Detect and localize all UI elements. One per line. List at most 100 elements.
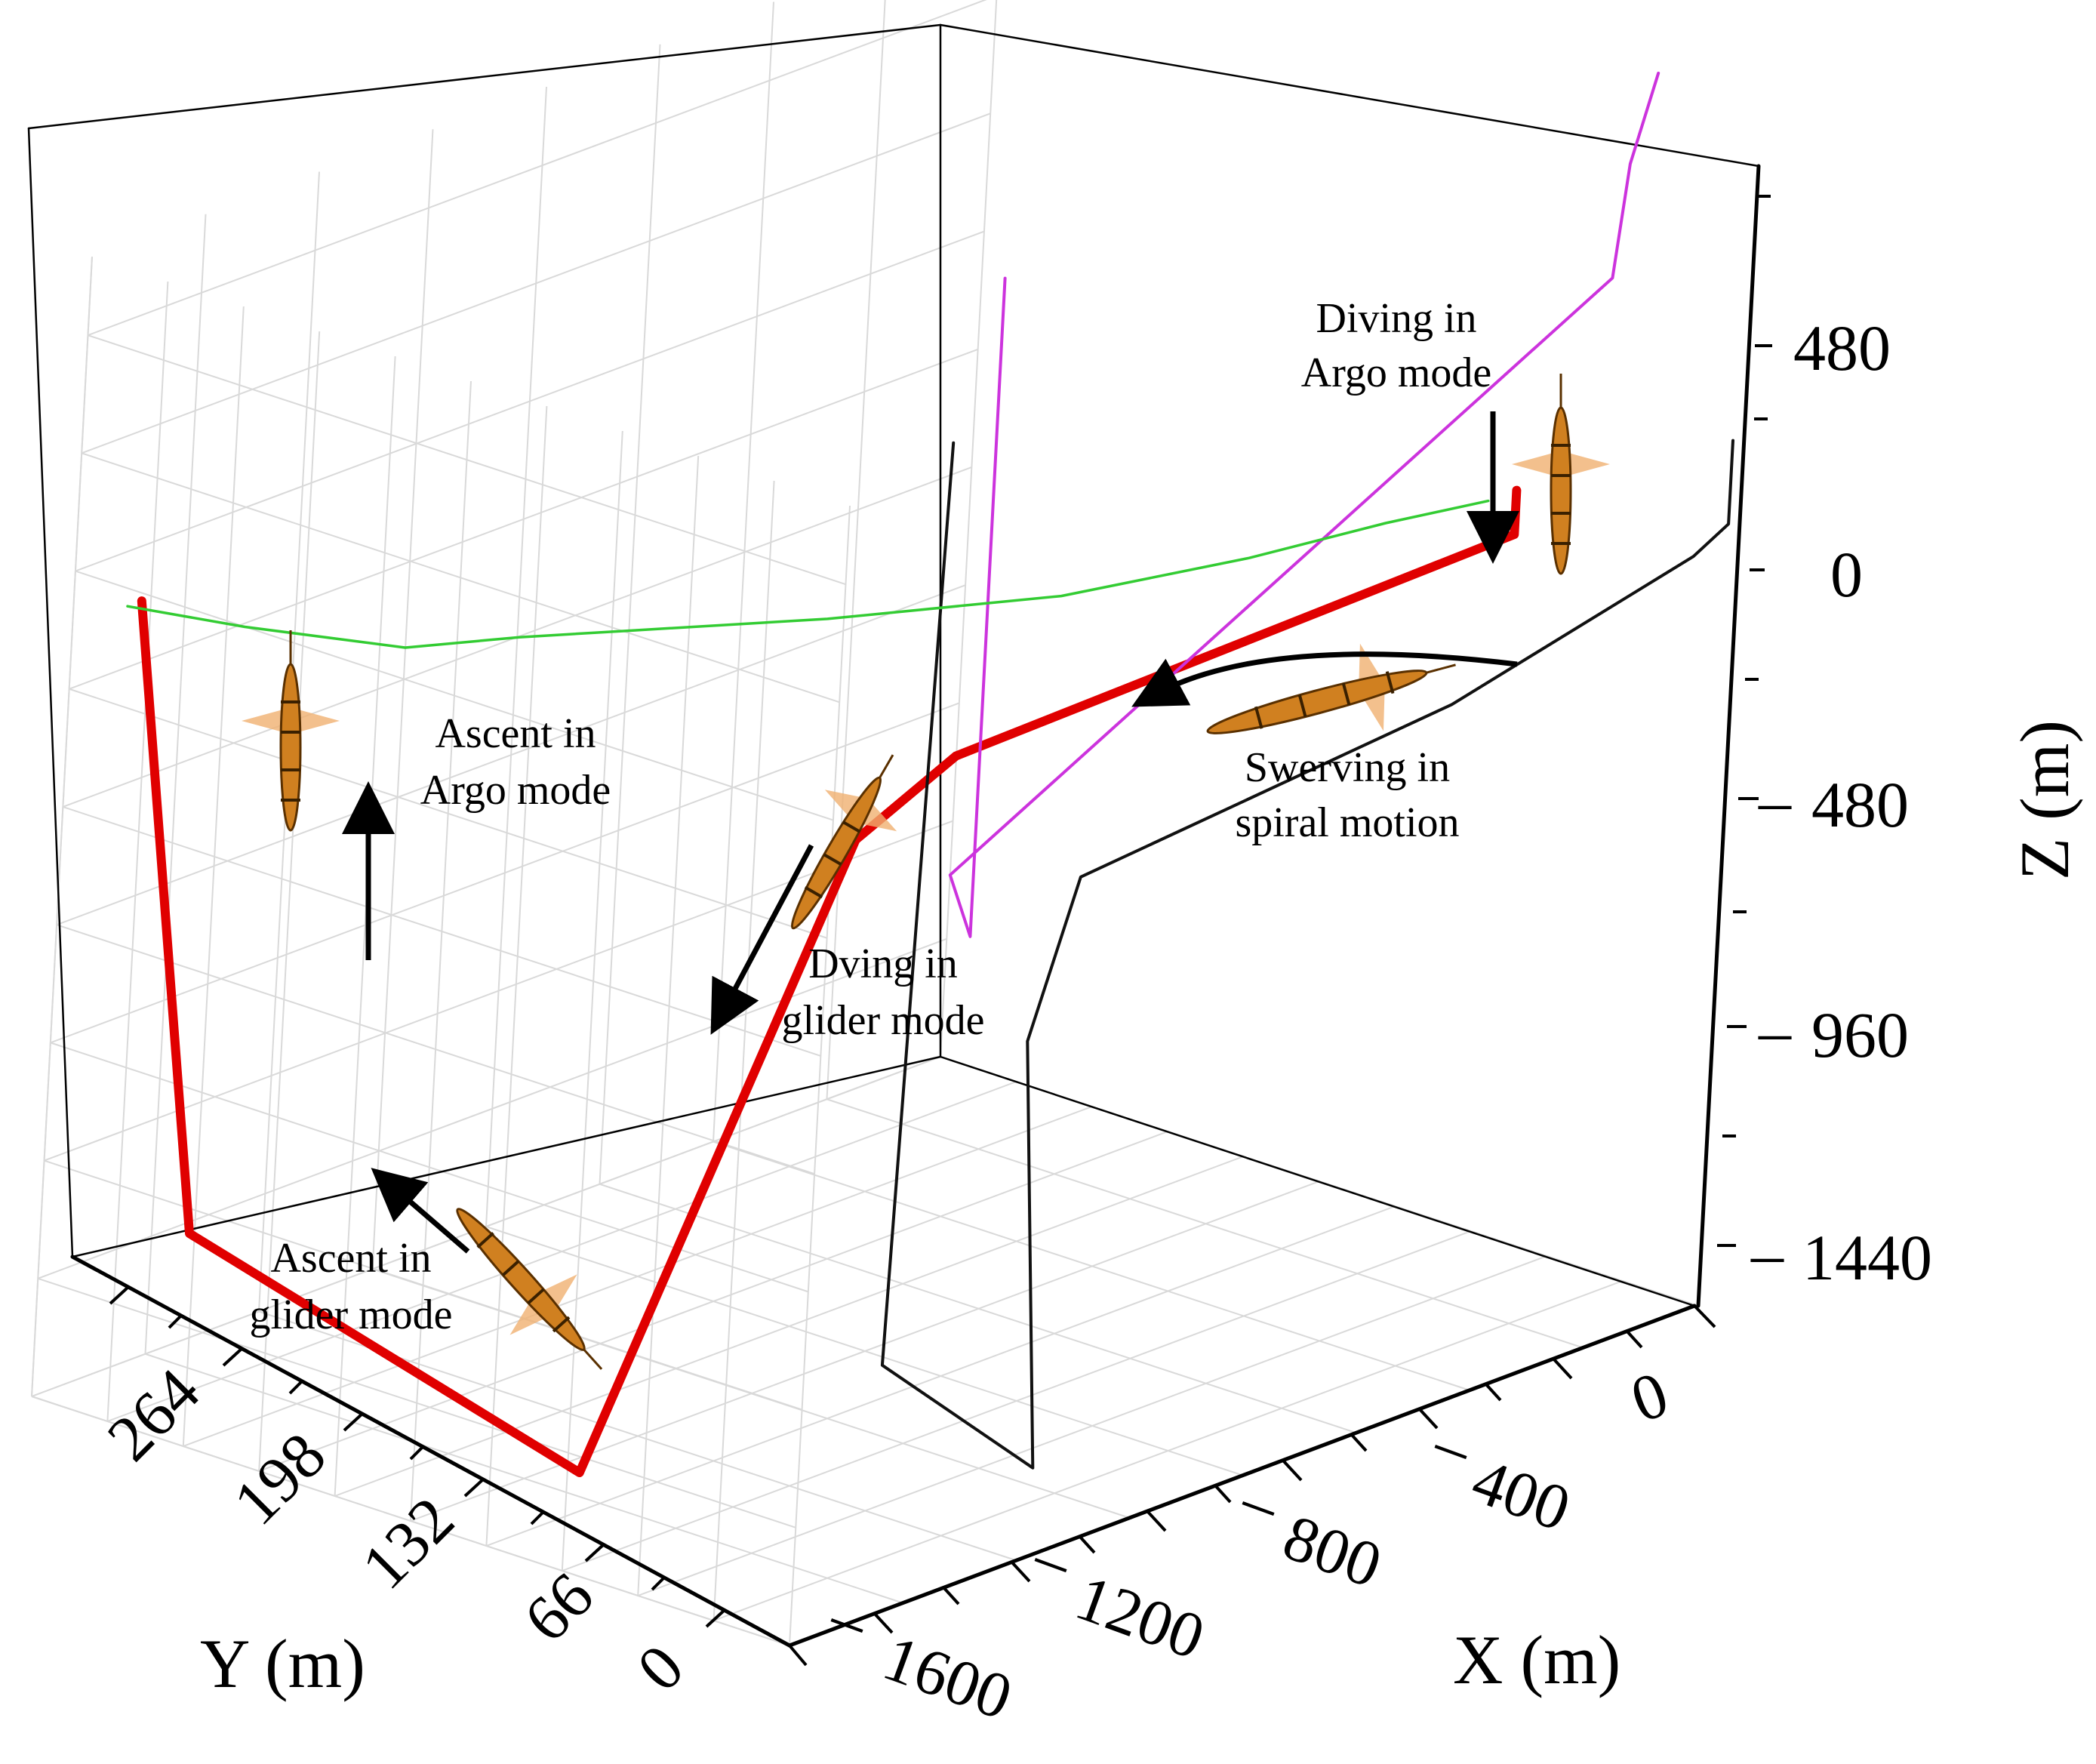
- grid-line: [334, 356, 396, 1497]
- z-tick-label: 480: [1811, 768, 1909, 841]
- glider-ascent-glider-icon: [456, 1208, 603, 1370]
- grid-line: [107, 1081, 1017, 1422]
- grid-line: [75, 570, 834, 821]
- y-tick-label: 132: [348, 1482, 468, 1602]
- grid-line: [88, 334, 846, 586]
- grid-line: [69, 688, 827, 939]
- grid-line: [50, 702, 960, 1044]
- grid-line: [44, 1159, 802, 1411]
- box-floor-back-right: [939, 1055, 1696, 1307]
- x-tick-label-minus: –: [1025, 1519, 1082, 1599]
- annotation-arrows: [342, 411, 1519, 1254]
- annot-ascent-glider-line2: glider mode: [249, 1291, 452, 1338]
- grid-line: [561, 430, 623, 1572]
- grid-line: [106, 281, 169, 1422]
- annot-swerving-line1: Swerving in: [1245, 744, 1450, 791]
- x-tick-label: 0: [1622, 1357, 1677, 1436]
- grid-line: [334, 1156, 1244, 1497]
- grid-line: [562, 1230, 1472, 1572]
- annotations: Diving in Argo mode Swerving in spiral m…: [249, 295, 1491, 1338]
- z-axis-line: [1696, 164, 1761, 1308]
- z-tick-label: 480: [1793, 312, 1891, 384]
- annot-swerving-line2: spiral motion: [1235, 799, 1459, 846]
- grid-lines: [31, 0, 1699, 1646]
- x-tick-label: 400: [1464, 1444, 1580, 1545]
- grid-line: [486, 1205, 1396, 1547]
- annot-ascent-argo-line1: Ascent in: [435, 710, 596, 757]
- y-axis-line: [70, 1255, 792, 1648]
- glider-swerving-icon: [1206, 643, 1456, 734]
- y-axis-title: Y (m): [200, 1625, 365, 1702]
- grid-line: [826, 0, 886, 1100]
- grid-line: [44, 820, 953, 1162]
- grid-line: [37, 1277, 796, 1528]
- grid-line: [410, 1181, 1320, 1522]
- z-axis-title: Z (m): [2006, 720, 2083, 880]
- grid-line: [713, 2, 774, 1142]
- grid-line: [789, 505, 851, 1646]
- x-tick-label: 1200: [1067, 1561, 1214, 1673]
- x-axis-line: [787, 1304, 1697, 1648]
- annot-diving-argo-line2: Argo mode: [1301, 349, 1492, 396]
- grid-line: [637, 1255, 1547, 1596]
- annot-diving-glider-line2: glider mode: [781, 997, 984, 1044]
- y-tick-label: 198: [220, 1418, 340, 1538]
- x-tick-label-minus: –: [1425, 1405, 1482, 1485]
- box-top-right-edge: [939, 23, 1760, 168]
- x-tick-label-minus: –: [821, 1579, 878, 1659]
- grid-line: [31, 1056, 941, 1397]
- annot-diving-glider-line1: Dving in: [808, 940, 958, 987]
- arrow-swerving: [1131, 651, 1518, 707]
- grid-line: [258, 1131, 1168, 1472]
- grid-line: [485, 405, 548, 1547]
- box-floor-back-left: [71, 1055, 942, 1258]
- z-tick-label-minus: –: [1758, 765, 1792, 837]
- glider-diving-argo-icon: [1512, 374, 1610, 575]
- x-tick-label: 800: [1275, 1501, 1391, 1602]
- glider-ascent-argo-icon: [242, 630, 340, 832]
- glider-diving-glider-icon: [790, 754, 897, 930]
- x-tick-label: 1600: [875, 1621, 1021, 1734]
- z-tick-label: 1440: [1802, 1221, 1932, 1294]
- grid-line: [144, 214, 207, 1354]
- grid-line: [485, 86, 547, 1227]
- grid-line: [31, 256, 93, 1397]
- z-tick-labels: 480 0 – 480 – 960 – 1440: [1750, 312, 1932, 1294]
- grid-line: [81, 452, 840, 703]
- z-tick-label-minus: –: [1758, 995, 1792, 1067]
- grid-line: [88, 0, 987, 337]
- series-line-x-y-projection: [126, 499, 1490, 649]
- grid-line: [75, 230, 985, 572]
- grid-line: [371, 129, 434, 1270]
- y-tick-label: 264: [94, 1354, 214, 1474]
- x-axis-title: X (m): [1453, 1621, 1620, 1698]
- arrow-diving-glider: [710, 844, 814, 1035]
- z-tick-label: 960: [1811, 999, 1909, 1071]
- grid-line: [183, 1106, 1093, 1447]
- grid-line: [713, 480, 775, 1621]
- y-tick-label: 66: [510, 1559, 608, 1656]
- series-line-y-z-projection: [948, 71, 1660, 938]
- z-tick-label-minus: –: [1750, 1218, 1784, 1290]
- grid-line: [599, 44, 661, 1184]
- grid-line: [81, 112, 991, 454]
- grid-line: [713, 1280, 1623, 1621]
- grid-line: [637, 455, 700, 1596]
- annot-diving-argo-line1: Diving in: [1316, 295, 1476, 342]
- box-top-left-edge: [27, 23, 942, 130]
- grid-line: [63, 806, 821, 1057]
- grid-line: [182, 306, 245, 1447]
- grid-line: [31, 1396, 790, 1646]
- grid-line: [69, 348, 979, 690]
- arrow-ascent-glider: [371, 1168, 470, 1254]
- grid-line: [410, 380, 472, 1522]
- annot-ascent-argo-line2: Argo mode: [420, 767, 611, 814]
- grid-line: [56, 584, 966, 926]
- box-frame: [27, 23, 1761, 1648]
- y-tick-label: 0: [623, 1630, 697, 1704]
- z-tick-label: 0: [1830, 538, 1863, 611]
- annot-ascent-glider-line1: Ascent in: [270, 1235, 431, 1282]
- grid-line: [56, 924, 815, 1175]
